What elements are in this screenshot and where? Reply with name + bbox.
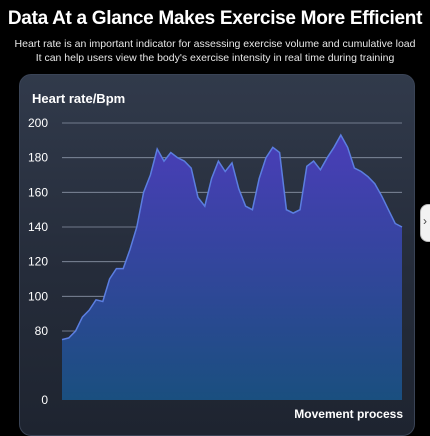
- y-tick-label: 80: [35, 324, 49, 338]
- scroll-handle[interactable]: [420, 204, 430, 242]
- y-axis-ticks: 200 180 160 140 120 100 80 0: [28, 116, 48, 407]
- y-tick-label: 200: [28, 116, 48, 130]
- subtitle-line-1: Heart rate is an important indicator for…: [14, 38, 416, 50]
- y-tick-label: 0: [41, 393, 48, 407]
- heart-rate-line: [61, 133, 403, 341]
- chevron-right-icon: ›: [423, 214, 427, 228]
- y-tick-label: 180: [28, 151, 48, 165]
- x-axis-label: Movement process: [294, 407, 403, 421]
- y-tick-label: 140: [28, 220, 48, 234]
- y-tick-label: 100: [28, 289, 48, 303]
- y-axis-label: Heart rate/Bpm: [32, 91, 125, 106]
- page-title: Data At a Glance Makes Exercise More Eff…: [7, 8, 423, 29]
- y-tick-label: 120: [28, 255, 48, 269]
- heart-rate-area: [62, 135, 402, 400]
- subtitle-line-2: It can help users view the body's exerci…: [35, 52, 395, 64]
- y-tick-label: 160: [28, 185, 48, 199]
